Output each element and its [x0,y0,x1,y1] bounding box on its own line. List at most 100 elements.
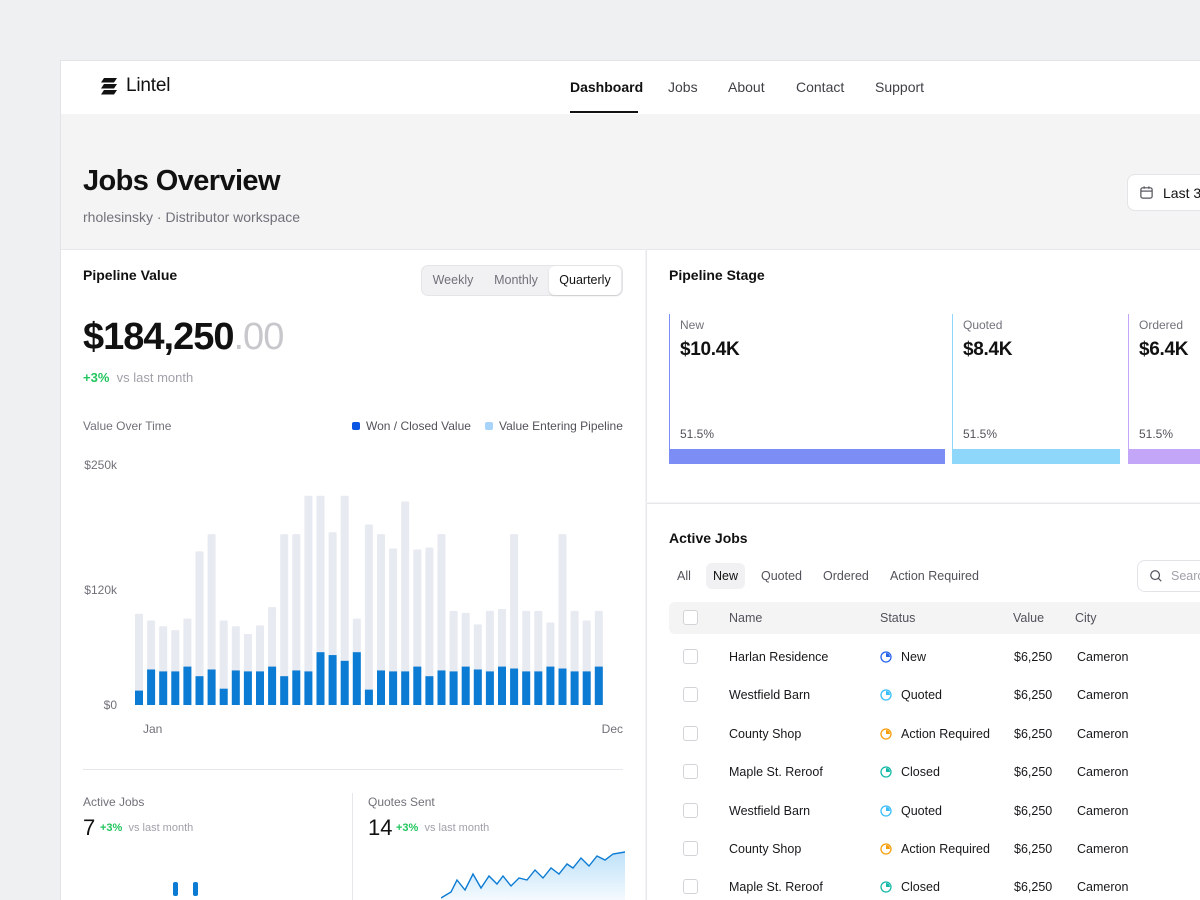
y-tick-label: $120k [84,583,118,597]
active-jobs-stat-delta: +3% vs last month [100,822,193,834]
table-row[interactable]: Maple St. Reroof Closed $6,250 Cameron [669,868,1200,900]
divider [83,769,623,770]
search-placeholder: Search [1171,569,1200,583]
bar-won [413,666,422,705]
bar-won [135,690,143,705]
nav-support[interactable]: Support [875,79,925,95]
logo-text: Lintel [126,75,171,96]
page-title: Jobs Overview [83,165,281,197]
stage-new-label: New [680,318,705,332]
status-action-required-icon [880,843,892,855]
search-input[interactable]: Search [1137,560,1200,592]
bar-won [461,666,470,705]
bar-entering [207,534,216,705]
row-checkbox[interactable] [683,725,698,741]
bar-entering [377,534,385,705]
legend-won-swatch [352,422,360,430]
status-closed-icon [880,766,892,778]
stage-ordered-value: $6.4K [1139,339,1189,360]
bar-won [340,660,349,705]
active-jobs-delta-label: vs last month [128,822,194,834]
x-tick-label: Dec [602,722,623,736]
stage-new-bar [669,449,945,464]
row-city: Cameron [1077,650,1129,664]
table-row[interactable]: County Shop Action Required $6,250 Cameron [669,830,1200,868]
nav-dashboard[interactable]: Dashboard [570,79,644,95]
bar-entering [292,534,301,705]
table-row[interactable]: Westfield Barn Quoted $6,250 Cameron [669,676,1200,714]
row-name: County Shop [729,842,802,856]
stage-ordered-line [1128,314,1129,449]
status-action-required-icon [880,728,892,740]
period-monthly[interactable]: Monthly [494,273,538,287]
filter-all[interactable]: All [677,569,691,583]
status-quoted-icon [880,689,892,702]
col-city[interactable]: City [1075,611,1097,625]
row-name: Westfield Barn [729,688,811,703]
row-status: Action Required [901,842,990,856]
row-city: Cameron [1077,880,1129,895]
col-name[interactable]: Name [729,611,763,625]
stage-quoted[interactable]: Quoted $8.4K 51.5% [952,314,1120,464]
bar-won [437,670,446,705]
y-tick-label: $0 [104,698,118,712]
row-checkbox[interactable] [683,879,698,895]
row-checkbox[interactable] [683,764,698,780]
period-weekly[interactable]: Weekly [432,273,474,287]
stage-ordered[interactable]: Ordered $6.4K 51.5% [1128,314,1200,464]
logo[interactable]: Lintel [98,75,170,97]
filter-quoted[interactable]: Quoted [761,569,803,583]
bar-won [171,671,180,705]
period-quarterly[interactable]: Quarterly [549,266,621,295]
bar-won [473,669,482,705]
filter-action-required[interactable]: Action Required [890,569,979,583]
table-row[interactable]: Harlan Residence New $6,250 Cameron [669,638,1200,676]
table-row[interactable]: Westfield Barn Quoted $6,250 Cameron [669,792,1200,830]
stage-quoted-value: $8.4K [963,339,1013,360]
filter-ordered[interactable]: Ordered [823,569,869,583]
bar-won [352,652,361,705]
row-checkbox[interactable] [683,687,698,703]
col-value[interactable]: Value [1013,611,1045,625]
row-status: New [901,650,927,664]
row-name: Harlan Residence [729,650,829,664]
bar-entering [401,501,410,705]
bar-won [570,671,579,705]
calendar-icon [1140,186,1153,199]
quotes-sent-stat-delta: +3% vs last month [396,822,489,834]
row-checkbox[interactable] [683,841,698,856]
stage-new-pct: 51.5% [680,427,715,441]
active-jobs-card: Active Jobs All New Quoted Ordered Actio… [646,503,1200,900]
table-row[interactable]: County Shop Action Required $6,250 Cameron [669,715,1200,753]
bar-won [256,671,264,705]
bar-won [534,671,543,705]
period-toggle: Weekly Monthly Quarterly [421,265,623,296]
row-checkbox[interactable] [683,802,698,818]
bar-entering [195,551,204,705]
bar-entering [510,534,519,705]
row-name: Westfield Barn [729,803,811,818]
bar-won [316,652,325,705]
bar-won [522,671,531,705]
table-row[interactable]: Maple St. Reroof Closed $6,250 Cameron [669,753,1200,791]
filter-new[interactable]: New [706,563,746,589]
date-range-button[interactable]: Last 30 [1127,174,1200,211]
pipeline-total-main: $184,250 [83,316,234,358]
legend-entering-label: Value Entering Pipeline [499,419,623,433]
nav-contact[interactable]: Contact [796,79,845,95]
row-status: Closed [901,880,940,895]
select-all-checkbox[interactable] [683,610,698,625]
col-status[interactable]: Status [880,611,916,625]
stage-quoted-bar [952,449,1120,464]
bar-won [364,689,373,705]
bar-won [268,666,277,705]
nav-about[interactable]: About [728,79,765,95]
y-tick-label: $250k [84,458,118,472]
active-jobs-delta-value: +3% [100,822,123,834]
nav-jobs[interactable]: Jobs [668,79,698,95]
row-status: Closed [901,765,940,780]
row-checkbox[interactable] [683,649,698,664]
bar-entering [280,534,289,705]
row-city: Cameron [1077,803,1129,818]
stage-new[interactable]: New $10.4K 51.5% [669,314,945,464]
